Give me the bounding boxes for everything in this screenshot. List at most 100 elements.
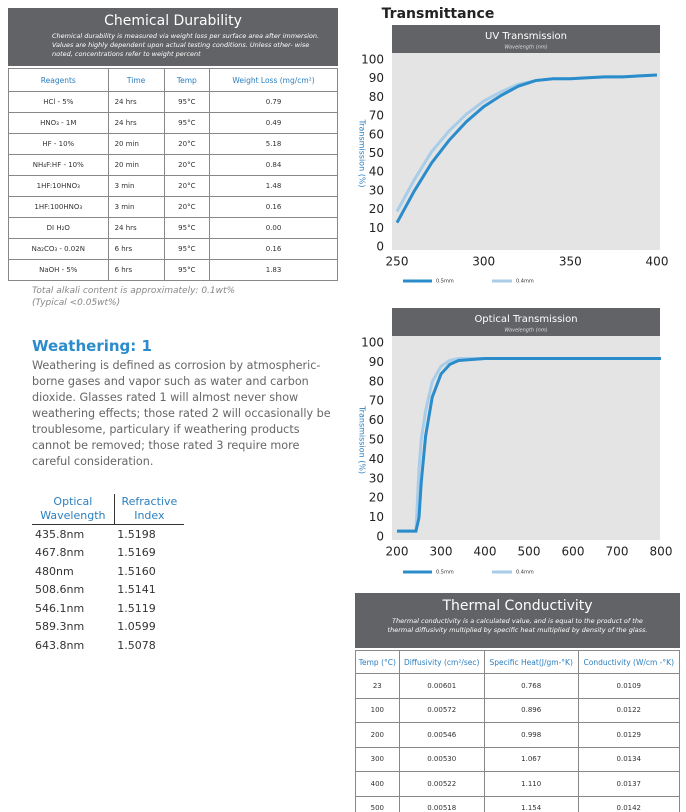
y-tick-label: 90 (369, 71, 384, 85)
table-cell: 95°C (163, 91, 211, 113)
weathering-title: Weathering: 1 (32, 337, 152, 355)
table-row: NaOH - 5% 6 hrs 95°C 1.83 (8, 259, 338, 281)
refractive-table-wrap: Optical Wavelength Refractive Index 435.8n… (32, 494, 184, 655)
y-tick-label: 30 (369, 183, 384, 197)
table-cell: 1.5119 (117, 601, 156, 615)
table-cell: 0.00546 (398, 722, 485, 748)
table-cell: 0.896 (483, 697, 579, 723)
table-cell: 3 min (107, 196, 165, 218)
table-cell: 0.0122 (577, 697, 681, 723)
x-tick-label: 400 (474, 545, 497, 559)
table-cell: 95°C (163, 217, 211, 239)
x-tick-label: 350 (559, 255, 582, 269)
table-cell: 24 hrs (107, 217, 165, 239)
weathering-text: Weathering is defined as corrosion by at… (32, 359, 331, 468)
table-cell: 0.0109 (577, 673, 681, 699)
table-cell: 0.84 (209, 154, 338, 176)
thermal-description: Thermal conductivity is a calculated val… (387, 617, 648, 634)
table-cell: 0.00 (209, 217, 338, 239)
table-row: 643.8nm 1.5078 (32, 636, 184, 655)
x-tick-label: 800 (650, 545, 673, 559)
table-cell: 0.49 (209, 112, 338, 134)
y-tick-label: 0 (376, 530, 384, 544)
table-cell: 1.48 (209, 175, 338, 197)
table-cell: 0.00601 (398, 673, 485, 699)
column-header: Temp (°C) (355, 650, 400, 674)
table-cell: 24 hrs (107, 112, 165, 134)
table-cell: 1.154 (483, 795, 579, 812)
chart-title: UV Transmission (485, 31, 567, 42)
table-row: 23 0.00601 0.768 0.0109 (355, 673, 681, 699)
table-cell: 20 min (107, 154, 165, 176)
table-cell: 0.79 (209, 91, 338, 113)
table-row: 300 0.00530 1.067 0.0134 (355, 746, 681, 772)
table-cell: 480nm (35, 564, 74, 578)
table-cell: 20 min (107, 133, 165, 155)
x-tick-label: 300 (430, 545, 453, 559)
table-cell: 0.768 (483, 673, 579, 699)
table-cell: 0.00572 (398, 697, 485, 723)
table-cell: 1.5141 (117, 583, 156, 597)
column-header: Specific Heat(J/gm-°K) (483, 650, 579, 674)
column-header: Temp (163, 68, 211, 92)
table: Optical Wavelength Refractive Index 435.8n… (32, 494, 184, 655)
y-tick-label: 20 (369, 491, 384, 505)
table-cell: 20°C (163, 154, 211, 176)
table-cell: 6 hrs (107, 238, 165, 260)
x-tick-label: 700 (606, 545, 629, 559)
table-cell: 435.8nm (35, 527, 85, 541)
table-row: 500 0.00518 1.154 0.0142 (355, 795, 681, 812)
table-cell: 0.16 (209, 238, 338, 260)
chart-title: Optical Transmission (474, 314, 577, 325)
table-cell: HCl - 5% (8, 91, 109, 113)
column-header: Diffusivity (cm²/sec) (398, 650, 485, 674)
x-tick-label: 200 (386, 545, 409, 559)
header-row: Reagents Time Temp Weight Loss (mg/cm²) (8, 68, 338, 92)
table-cell: 1.110 (483, 771, 579, 797)
chem-notes: Total alkali content is approximately: 0… (32, 285, 235, 309)
chem-table-wrap: Reagents Time Temp Weight Loss (mg/cm²) HCl … (8, 68, 338, 281)
chart-subtitle: Wavelength (nm) (504, 45, 547, 51)
y-tick-label: 60 (369, 413, 384, 427)
x-tick-label: 600 (562, 545, 585, 559)
legend-label: 0.4mm (516, 279, 534, 285)
y-tick-label: 60 (369, 127, 384, 141)
chem-title: Chemical Durability (104, 13, 242, 29)
y-tick-label: 70 (369, 394, 384, 408)
y-tick-label: 90 (369, 355, 384, 369)
y-tick-label: 80 (369, 374, 384, 388)
x-tick-label: 400 (646, 255, 669, 269)
plot-panel (392, 308, 660, 540)
y-tick-label: 100 (361, 53, 384, 67)
y-tick-label: 100 (361, 336, 384, 350)
table-row: HF - 10% 20 min 20°C 5.18 (8, 133, 338, 155)
table-cell: 95°C (163, 112, 211, 134)
header-row: Optical Wavelength Refractive Index (32, 494, 184, 525)
column-header: Weight Loss (mg/cm²) (209, 68, 338, 92)
table-cell: 20°C (163, 196, 211, 218)
table-cell: 1.5078 (117, 638, 156, 652)
table-row: Na₂CO₃ - 0.02N 6 hrs 95°C 0.16 (8, 238, 338, 260)
table-cell: 400 (355, 771, 400, 797)
table-cell: 1.067 (483, 746, 579, 772)
table-cell: NaOH - 5% (8, 259, 109, 281)
section-heading: Transmittance (382, 6, 495, 22)
table-row: 589.3nm 1.0599 (32, 618, 184, 637)
chart-header (392, 25, 660, 53)
table-cell: NH₄F:HF - 10% (8, 154, 109, 176)
table-cell: 23 (355, 673, 400, 699)
header-row: Temp (°C) Diffusivity (cm²/sec) Specific H… (355, 650, 681, 674)
chart-header (392, 308, 660, 336)
table-cell: 20°C (163, 175, 211, 197)
table-cell: DI H₂O (8, 217, 109, 239)
y-tick-label: 0 (376, 240, 384, 254)
legend-label: 0.4mm (516, 570, 534, 576)
table: Reagents Time Temp Weight Loss (mg/cm²) HCl … (8, 68, 338, 281)
table-cell: 546.1nm (35, 601, 85, 615)
series-line (395, 73, 658, 224)
thermal-conductivity: Thermal Conductivity Thermal conductivit… (355, 593, 681, 812)
x-tick-label: 250 (386, 255, 409, 269)
table-row: 508.6nm 1.5141 (32, 581, 184, 600)
table-cell: 0.00518 (398, 795, 485, 812)
table-row: 467.8nm 1.5169 (32, 544, 184, 563)
